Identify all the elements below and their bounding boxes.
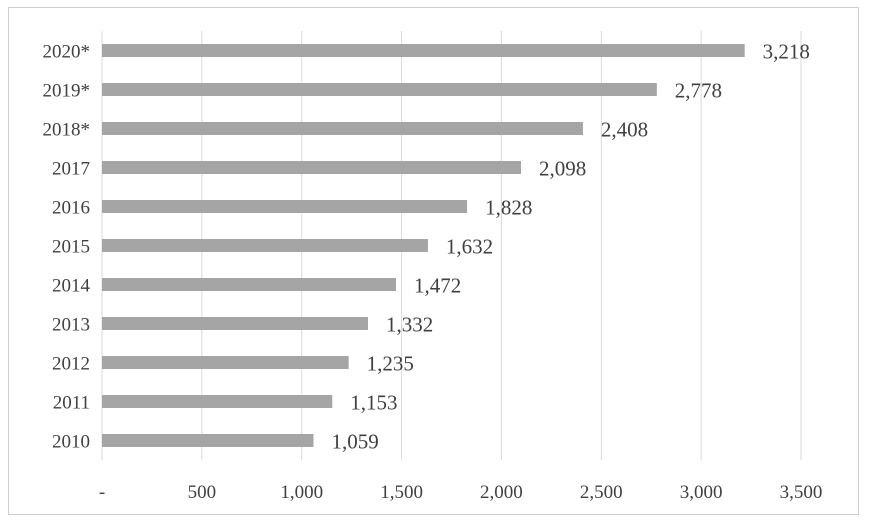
category-label: 2019*: [43, 81, 91, 102]
bar: [102, 278, 396, 291]
bar: [102, 395, 333, 408]
category-label: 2011: [53, 393, 90, 414]
data-label: 1,153: [350, 391, 397, 415]
data-label: 1,059: [331, 430, 378, 454]
chart-frame: - 500 1,000 1,500 2,000 2,500 3,000 3,500 2020* 3…: [8, 7, 859, 515]
bar: [102, 44, 745, 57]
category-label: 2010: [52, 432, 90, 453]
data-label: 1,632: [446, 235, 493, 259]
x-tick-label: 2,000: [480, 482, 523, 503]
bar: [102, 200, 468, 213]
x-tick-label: 2,500: [580, 482, 623, 503]
bar: [102, 239, 428, 252]
data-label: 1,235: [367, 352, 414, 376]
x-tick-label: 500: [188, 482, 217, 503]
category-label: 2015: [52, 237, 90, 258]
bar: [102, 122, 583, 135]
category-label: 2020*: [43, 42, 91, 63]
bar: [102, 83, 657, 96]
data-label: 1,332: [386, 313, 433, 337]
bar: [102, 317, 369, 330]
data-label: 1,472: [414, 274, 461, 298]
x-tick-label: 3,000: [680, 482, 723, 503]
data-label: 2,098: [539, 157, 586, 181]
data-label: 1,828: [485, 196, 532, 220]
x-tick-label: 3,500: [780, 482, 823, 503]
category-label: 2018*: [43, 120, 91, 141]
category-label: 2013: [52, 315, 90, 336]
bar-chart: - 500 1,000 1,500 2,000 2,500 3,000 3,500 2020* 3…: [43, 31, 823, 503]
x-tick-label: -: [99, 482, 105, 503]
bar: [102, 161, 522, 174]
category-label: 2014: [52, 276, 91, 297]
x-tick-label: 1,500: [380, 482, 423, 503]
bar: [102, 356, 349, 369]
data-label: 3,218: [763, 40, 810, 64]
data-label: 2,408: [601, 118, 648, 142]
x-tick-label: 1,000: [280, 482, 323, 503]
category-label: 2012: [52, 354, 90, 375]
category-label: 2017: [52, 159, 90, 180]
bar: [102, 434, 314, 447]
data-label: 2,778: [675, 79, 722, 103]
category-label: 2016: [52, 198, 90, 219]
